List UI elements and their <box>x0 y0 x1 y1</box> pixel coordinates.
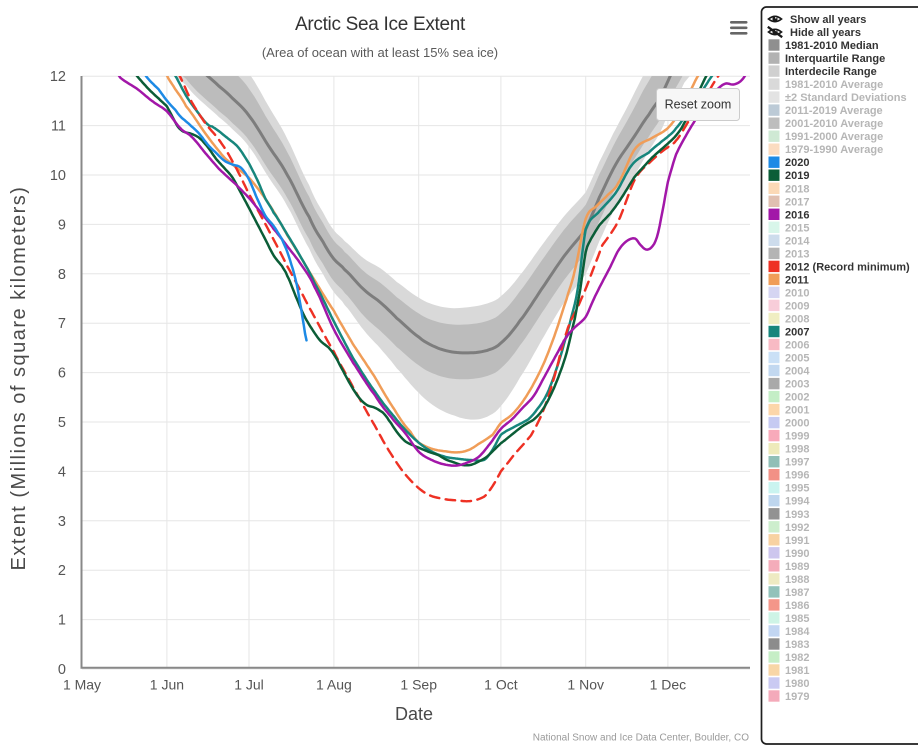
svg-text:6: 6 <box>58 366 66 382</box>
svg-text:2014: 2014 <box>785 235 810 247</box>
svg-text:2: 2 <box>58 563 66 579</box>
svg-text:1982: 1982 <box>785 652 809 664</box>
svg-text:2020: 2020 <box>785 157 809 169</box>
svg-text:1981-2010 Median: 1981-2010 Median <box>785 40 879 52</box>
svg-text:1988: 1988 <box>785 574 809 586</box>
svg-text:1994: 1994 <box>785 496 810 508</box>
svg-text:Arctic Sea Ice Extent: Arctic Sea Ice Extent <box>295 14 466 35</box>
svg-text:2004: 2004 <box>785 366 810 378</box>
svg-text:1 Sep: 1 Sep <box>400 677 437 693</box>
svg-text:1 Jul: 1 Jul <box>234 677 264 693</box>
svg-text:1991: 1991 <box>785 535 809 547</box>
svg-text:2011-2019 Average: 2011-2019 Average <box>785 105 883 117</box>
svg-text:1992: 1992 <box>785 522 809 534</box>
svg-text:Interquartile Range: Interquartile Range <box>785 53 885 65</box>
svg-text:Date: Date <box>395 704 433 724</box>
svg-text:1985: 1985 <box>785 613 809 625</box>
svg-text:12: 12 <box>50 69 66 85</box>
svg-text:2018: 2018 <box>785 183 809 195</box>
svg-text:1979: 1979 <box>785 691 809 703</box>
svg-text:1998: 1998 <box>785 444 809 456</box>
svg-text:Hide all years: Hide all years <box>790 27 861 39</box>
svg-text:Reset zoom: Reset zoom <box>665 98 732 112</box>
svg-text:1990: 1990 <box>785 548 809 560</box>
svg-text:9: 9 <box>58 217 66 233</box>
svg-text:1 Aug: 1 Aug <box>316 677 352 693</box>
svg-text:(Area of ocean with at least 1: (Area of ocean with at least 15% sea ice… <box>262 45 498 60</box>
svg-text:Extent (Millions of square kil: Extent (Millions of square kilometers) <box>8 186 30 571</box>
svg-text:2017: 2017 <box>785 196 809 208</box>
svg-text:2012 (Record minimum): 2012 (Record minimum) <box>785 261 910 273</box>
svg-text:1986: 1986 <box>785 600 809 612</box>
svg-text:1: 1 <box>58 613 66 629</box>
svg-text:2000: 2000 <box>785 418 809 430</box>
svg-text:0: 0 <box>58 662 66 678</box>
svg-text:2010: 2010 <box>785 287 809 299</box>
svg-text:2019: 2019 <box>785 170 809 182</box>
svg-text:1 Jun: 1 Jun <box>150 677 184 693</box>
svg-text:1981: 1981 <box>785 665 809 677</box>
svg-text:1 Nov: 1 Nov <box>567 677 604 693</box>
svg-text:10: 10 <box>50 168 66 184</box>
svg-text:1999: 1999 <box>785 431 809 443</box>
svg-text:1991-2000 Average: 1991-2000 Average <box>785 131 883 143</box>
svg-text:Interdecile Range: Interdecile Range <box>785 66 877 78</box>
svg-text:2001-2010 Average: 2001-2010 Average <box>785 118 883 130</box>
svg-text:2015: 2015 <box>785 222 809 234</box>
svg-text:Show all years: Show all years <box>790 14 866 26</box>
svg-text:1995: 1995 <box>785 483 809 495</box>
svg-text:4: 4 <box>58 464 66 480</box>
svg-text:5: 5 <box>58 415 66 431</box>
svg-text:1997: 1997 <box>785 457 809 469</box>
svg-text:2008: 2008 <box>785 314 809 326</box>
svg-text:8: 8 <box>58 267 66 283</box>
svg-text:1987: 1987 <box>785 587 809 599</box>
svg-text:1983: 1983 <box>785 639 809 651</box>
svg-text:2009: 2009 <box>785 300 809 312</box>
svg-text:1 Dec: 1 Dec <box>650 677 687 693</box>
svg-text:1984: 1984 <box>785 626 810 638</box>
svg-text:1980: 1980 <box>785 678 809 690</box>
svg-text:1981-2010 Average: 1981-2010 Average <box>785 79 883 91</box>
svg-text:1 May: 1 May <box>63 677 101 693</box>
svg-text:2002: 2002 <box>785 392 809 404</box>
svg-text:1 Oct: 1 Oct <box>484 677 518 693</box>
svg-text:2011: 2011 <box>785 274 809 286</box>
svg-text:3: 3 <box>58 514 66 530</box>
svg-text:1996: 1996 <box>785 470 809 482</box>
svg-text:2013: 2013 <box>785 248 809 260</box>
svg-text:National Snow and Ice Data Cen: National Snow and Ice Data Center, Bould… <box>533 733 749 744</box>
svg-text:1993: 1993 <box>785 509 809 521</box>
svg-text:2005: 2005 <box>785 353 809 365</box>
svg-text:2006: 2006 <box>785 340 809 352</box>
svg-text:11: 11 <box>51 119 66 135</box>
svg-text:1979-1990 Average: 1979-1990 Average <box>785 144 883 156</box>
svg-text:1989: 1989 <box>785 561 809 573</box>
svg-text:2007: 2007 <box>785 327 809 339</box>
svg-text:2016: 2016 <box>785 209 809 221</box>
svg-text:2001: 2001 <box>785 405 809 417</box>
svg-text:±2 Standard Deviations: ±2 Standard Deviations <box>785 92 907 104</box>
svg-text:7: 7 <box>58 316 66 332</box>
svg-text:2003: 2003 <box>785 379 809 391</box>
